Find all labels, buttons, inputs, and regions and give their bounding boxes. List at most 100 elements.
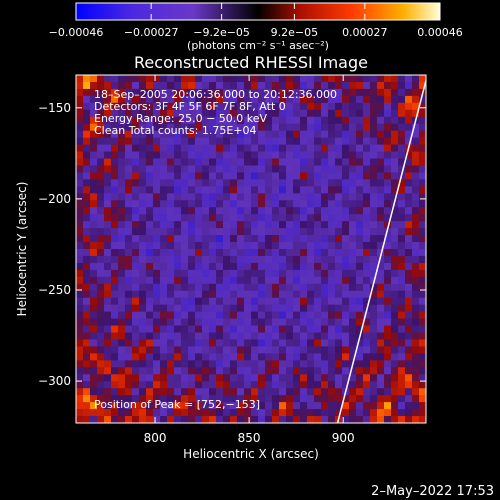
- heatmap-cell: [195, 297, 203, 306]
- heatmap-cell: [160, 214, 168, 222]
- heatmap-cell: [132, 102, 140, 111]
- heatmap-cell: [244, 388, 252, 396]
- heatmap-cell: [181, 200, 189, 208]
- heatmap-cell: [237, 402, 245, 410]
- heatmap-cell: [139, 193, 147, 201]
- heatmap-cell: [391, 158, 399, 167]
- heatmap-cell: [363, 102, 371, 111]
- heatmap-cell: [132, 360, 140, 368]
- heatmap-cell: [419, 165, 426, 174]
- heatmap-cell: [412, 249, 420, 257]
- heatmap-cell: [90, 304, 98, 313]
- heatmap-cell: [181, 102, 189, 111]
- heatmap-cell: [293, 228, 301, 236]
- heatmap-cell: [139, 81, 147, 90]
- heatmap-cell: [314, 116, 322, 125]
- heatmap-cell: [167, 332, 175, 341]
- heatmap-cell: [300, 200, 308, 208]
- heatmap-cell: [146, 318, 154, 327]
- heatmap-cell: [405, 297, 413, 306]
- heatmap-cell: [111, 200, 119, 208]
- heatmap-cell: [356, 353, 364, 361]
- heatmap-cell: [167, 179, 175, 187]
- heatmap-cell: [83, 81, 91, 90]
- heatmap-cell: [412, 276, 420, 285]
- heatmap-cell: [90, 283, 98, 292]
- heatmap-cell: [286, 242, 294, 250]
- heatmap-cell: [258, 360, 266, 368]
- heatmap-cell: [181, 255, 189, 264]
- heatmap-cell: [293, 81, 301, 90]
- heatmap-cell: [167, 262, 175, 271]
- heatmap-cell: [146, 102, 154, 111]
- heatmap-cell: [146, 249, 154, 257]
- heatmap-cell: [300, 346, 308, 354]
- heatmap-cell: [174, 402, 182, 410]
- heatmap-cell: [216, 151, 224, 160]
- heatmap-cell: [202, 353, 210, 361]
- heatmap-cell: [349, 402, 357, 410]
- heatmap-cell: [160, 269, 168, 278]
- heatmap-cell: [328, 374, 336, 382]
- heatmap-cell: [377, 290, 385, 299]
- heatmap-cell: [167, 395, 175, 403]
- heatmap-cell: [391, 416, 399, 423]
- heatmap-cell: [349, 186, 357, 194]
- heatmap-cell: [97, 165, 105, 174]
- heatmap-cell: [181, 221, 189, 229]
- heatmap-cell: [286, 409, 294, 417]
- heatmap-cell: [76, 186, 84, 194]
- heatmap-cell: [293, 165, 301, 174]
- heatmap-cell: [314, 332, 322, 341]
- heatmap-cell: [90, 242, 98, 250]
- heatmap-cell: [412, 367, 420, 375]
- heatmap-cell: [363, 88, 371, 97]
- heatmap-cell: [153, 193, 161, 201]
- heatmap-cell: [174, 409, 182, 417]
- heatmap-cell: [335, 374, 343, 382]
- heatmap-cell: [419, 332, 426, 341]
- heatmap-cell: [167, 207, 175, 215]
- heatmap-cell: [251, 193, 259, 201]
- heatmap-cell: [216, 123, 224, 132]
- heatmap-cell: [244, 179, 252, 187]
- heatmap-cell: [412, 235, 420, 243]
- heatmap-cell: [188, 172, 196, 180]
- heatmap-cell: [391, 332, 399, 341]
- heatmap-cell: [279, 276, 287, 285]
- heatmap-cell: [272, 290, 280, 299]
- heatmap-cell: [398, 137, 406, 146]
- heatmap-cell: [118, 172, 126, 180]
- heatmap-cell: [132, 297, 140, 306]
- heatmap-cell: [202, 235, 210, 243]
- heatmap-cell: [412, 297, 420, 306]
- heatmap-cell: [356, 102, 364, 111]
- heatmap-cell: [118, 255, 126, 264]
- heatmap-cell: [181, 165, 189, 174]
- heatmap-cell: [377, 416, 385, 423]
- heatmap-cell: [321, 109, 329, 118]
- heatmap-cell: [244, 332, 252, 341]
- heatmap-cell: [153, 81, 161, 90]
- heatmap-cell: [300, 381, 308, 389]
- heatmap-cell: [405, 123, 413, 132]
- heatmap-cell: [349, 158, 357, 167]
- heatmap-cell: [230, 137, 238, 146]
- heatmap-cell: [419, 242, 426, 250]
- heatmap-cell: [125, 200, 133, 208]
- heatmap-cell: [97, 304, 105, 313]
- heatmap-cell: [97, 151, 105, 160]
- heatmap-cell: [244, 137, 252, 146]
- heatmap-cell: [356, 151, 364, 160]
- heatmap-cell: [90, 172, 98, 180]
- heatmap-cell: [188, 402, 196, 410]
- heatmap-cell: [272, 158, 280, 167]
- heatmap-cell: [139, 109, 147, 118]
- heatmap-cell: [328, 214, 336, 222]
- heatmap-cell: [104, 116, 112, 125]
- heatmap-cell: [286, 137, 294, 146]
- heatmap-cell: [363, 81, 371, 90]
- heatmap-cell: [125, 207, 133, 215]
- heatmap-cell: [223, 276, 231, 285]
- heatmap-cell: [377, 130, 385, 139]
